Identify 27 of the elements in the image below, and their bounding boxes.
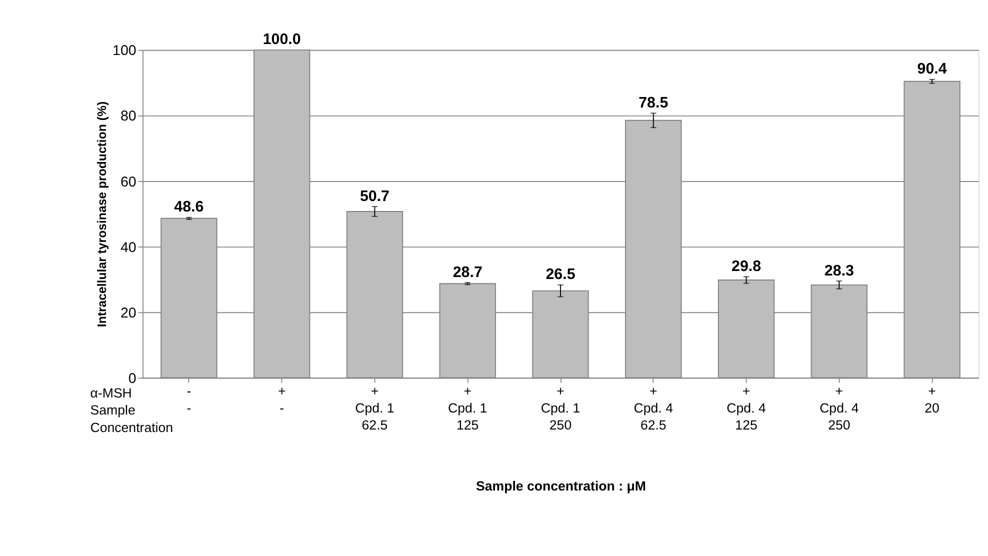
data-label: 48.6 bbox=[174, 198, 204, 216]
y-tick-label: 40 bbox=[120, 240, 136, 256]
data-label: 50.7 bbox=[360, 188, 390, 205]
x-tick-label: + 20 bbox=[924, 383, 940, 416]
x-tick-label: + Cpd. 1 250 bbox=[540, 383, 580, 432]
x-tick-label: + Cpd. 4 62.5 bbox=[634, 383, 673, 432]
data-label: 29.8 bbox=[731, 258, 762, 276]
data-label: 28.3 bbox=[824, 262, 854, 280]
x-tick-label: - - bbox=[186, 383, 192, 416]
x-tick-label: + Cpd. 1 125 bbox=[448, 383, 488, 432]
y-tick-label: 0 bbox=[128, 370, 136, 387]
x-tick-label: + Cpd. 4 250 bbox=[820, 383, 859, 432]
y-axis-title: Intracellular tyrosinase production (%) bbox=[94, 101, 109, 328]
text: α-MSH Sample Concentration bbox=[90, 386, 174, 435]
y-tick-label: 100 bbox=[112, 43, 136, 60]
x-tick-label: + - bbox=[278, 383, 286, 416]
y-tick-label: 80 bbox=[120, 108, 136, 125]
x-tick-label: + Cpd. 1 62.5 bbox=[355, 383, 394, 432]
y-tick-label: 60 bbox=[120, 174, 136, 190]
y-tick-label: 20 bbox=[120, 305, 136, 322]
data-label: 26.5 bbox=[546, 266, 576, 284]
data-label: 90.4 bbox=[917, 60, 948, 78]
data-label: 28.7 bbox=[452, 264, 482, 281]
x-axis-title: Sample concentration : μM bbox=[476, 478, 646, 494]
data-label: 78.5 bbox=[638, 94, 669, 112]
x-tick-label: + Cpd. 4 125 bbox=[726, 383, 766, 432]
data-label: 100.0 bbox=[262, 31, 301, 48]
